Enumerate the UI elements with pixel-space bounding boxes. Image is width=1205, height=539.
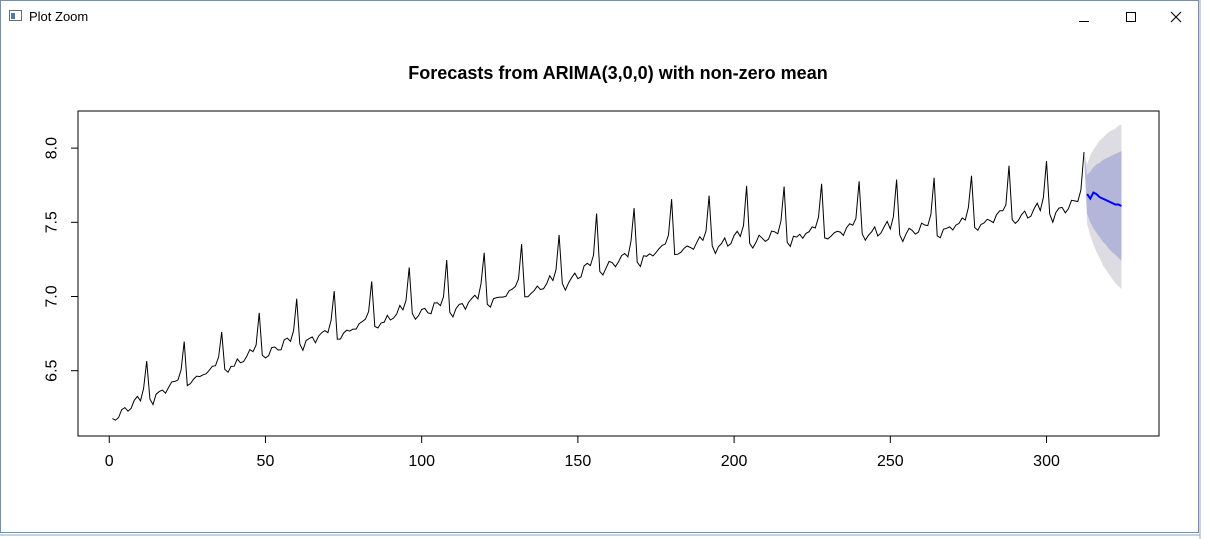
- y-tick-label: 7.0: [44, 285, 61, 307]
- y-tick-label: 7.5: [44, 211, 61, 233]
- y-axis: 6.5 7.0 7.5 8.0: [44, 137, 79, 382]
- prediction-band-80: [1084, 151, 1122, 261]
- x-tick-label: 0: [105, 453, 114, 470]
- window-title: Plot Zoom: [29, 9, 89, 24]
- observed-line: [112, 151, 1085, 421]
- x-tick-label: 300: [1033, 453, 1060, 470]
- forecast-series: [1086, 191, 1122, 207]
- chart-title: Forecasts from ARIMA(3,0,0) with non-zer…: [408, 63, 827, 83]
- close-icon: [1170, 11, 1182, 22]
- x-tick-label: 150: [565, 453, 592, 470]
- x-tick-label: 50: [257, 453, 275, 470]
- plot-window-icon: [9, 10, 22, 21]
- forecast-chart: Forecasts from ARIMA(3,0,0) with non-zer…: [44, 63, 1160, 470]
- minimize-icon: [1079, 20, 1089, 22]
- y-tick-label: 6.5: [44, 359, 61, 381]
- close-button[interactable]: [1153, 1, 1199, 32]
- forecast-mean-line: [1086, 191, 1122, 207]
- observed-series: [112, 151, 1085, 421]
- y-tick-label: 8.0: [44, 137, 61, 159]
- maximize-button[interactable]: [1108, 1, 1154, 32]
- title-bar[interactable]: Plot Zoom: [1, 1, 1198, 32]
- maximize-icon: [1126, 11, 1136, 22]
- band-80-polygon: [1084, 151, 1122, 261]
- x-tick-label: 250: [877, 453, 904, 470]
- plot-frame: [77, 110, 1160, 437]
- x-tick-label: 200: [721, 453, 748, 470]
- minimize-button[interactable]: [1061, 1, 1107, 32]
- x-tick-label: 100: [408, 453, 435, 470]
- x-axis: 0 50 100 150 200 250 300: [105, 435, 1060, 470]
